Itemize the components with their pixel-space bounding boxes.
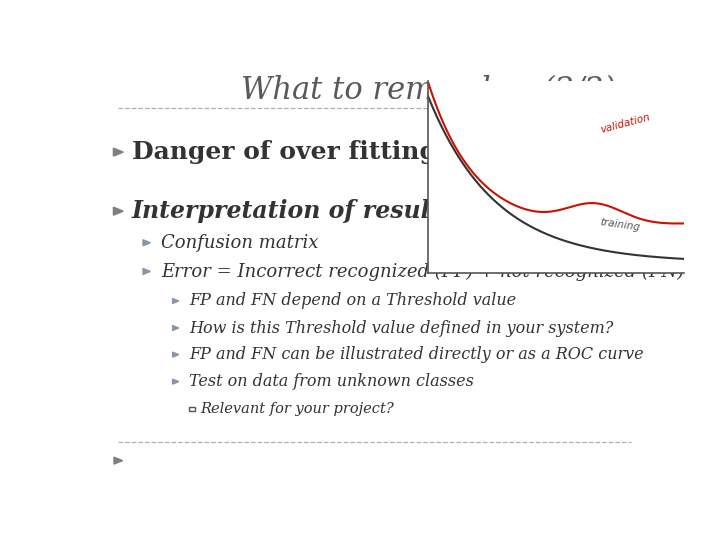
Polygon shape bbox=[173, 326, 179, 330]
Text: Test on data from unknown classes: Test on data from unknown classes bbox=[189, 373, 474, 390]
Polygon shape bbox=[173, 379, 179, 384]
Polygon shape bbox=[143, 268, 150, 274]
Text: FP and FN depend on a Threshold value: FP and FN depend on a Threshold value bbox=[189, 293, 516, 309]
Text: Interpretation of results: Interpretation of results bbox=[132, 199, 454, 223]
Text: Error = Incorrect recognized (FP) + not recognized (FN): Error = Incorrect recognized (FP) + not … bbox=[161, 262, 684, 281]
Polygon shape bbox=[114, 207, 123, 215]
Text: training: training bbox=[600, 217, 641, 233]
Polygon shape bbox=[114, 148, 123, 156]
Text: What to remember (2/2): What to remember (2/2) bbox=[240, 75, 615, 106]
Polygon shape bbox=[173, 352, 179, 357]
Text: validation: validation bbox=[600, 112, 652, 135]
Polygon shape bbox=[173, 299, 179, 303]
Text: FP and FN can be illustrated directly or as a ROC curve: FP and FN can be illustrated directly or… bbox=[189, 346, 644, 363]
Text: Danger of over fitting!: Danger of over fitting! bbox=[132, 140, 448, 164]
Text: How is this Threshold value defined in your system?: How is this Threshold value defined in y… bbox=[189, 320, 613, 336]
Polygon shape bbox=[143, 240, 150, 246]
Text: Relevant for your project?: Relevant for your project? bbox=[200, 402, 394, 416]
Bar bbox=[189, 407, 195, 411]
Text: Confusion matrix: Confusion matrix bbox=[161, 234, 318, 252]
Polygon shape bbox=[114, 457, 122, 464]
